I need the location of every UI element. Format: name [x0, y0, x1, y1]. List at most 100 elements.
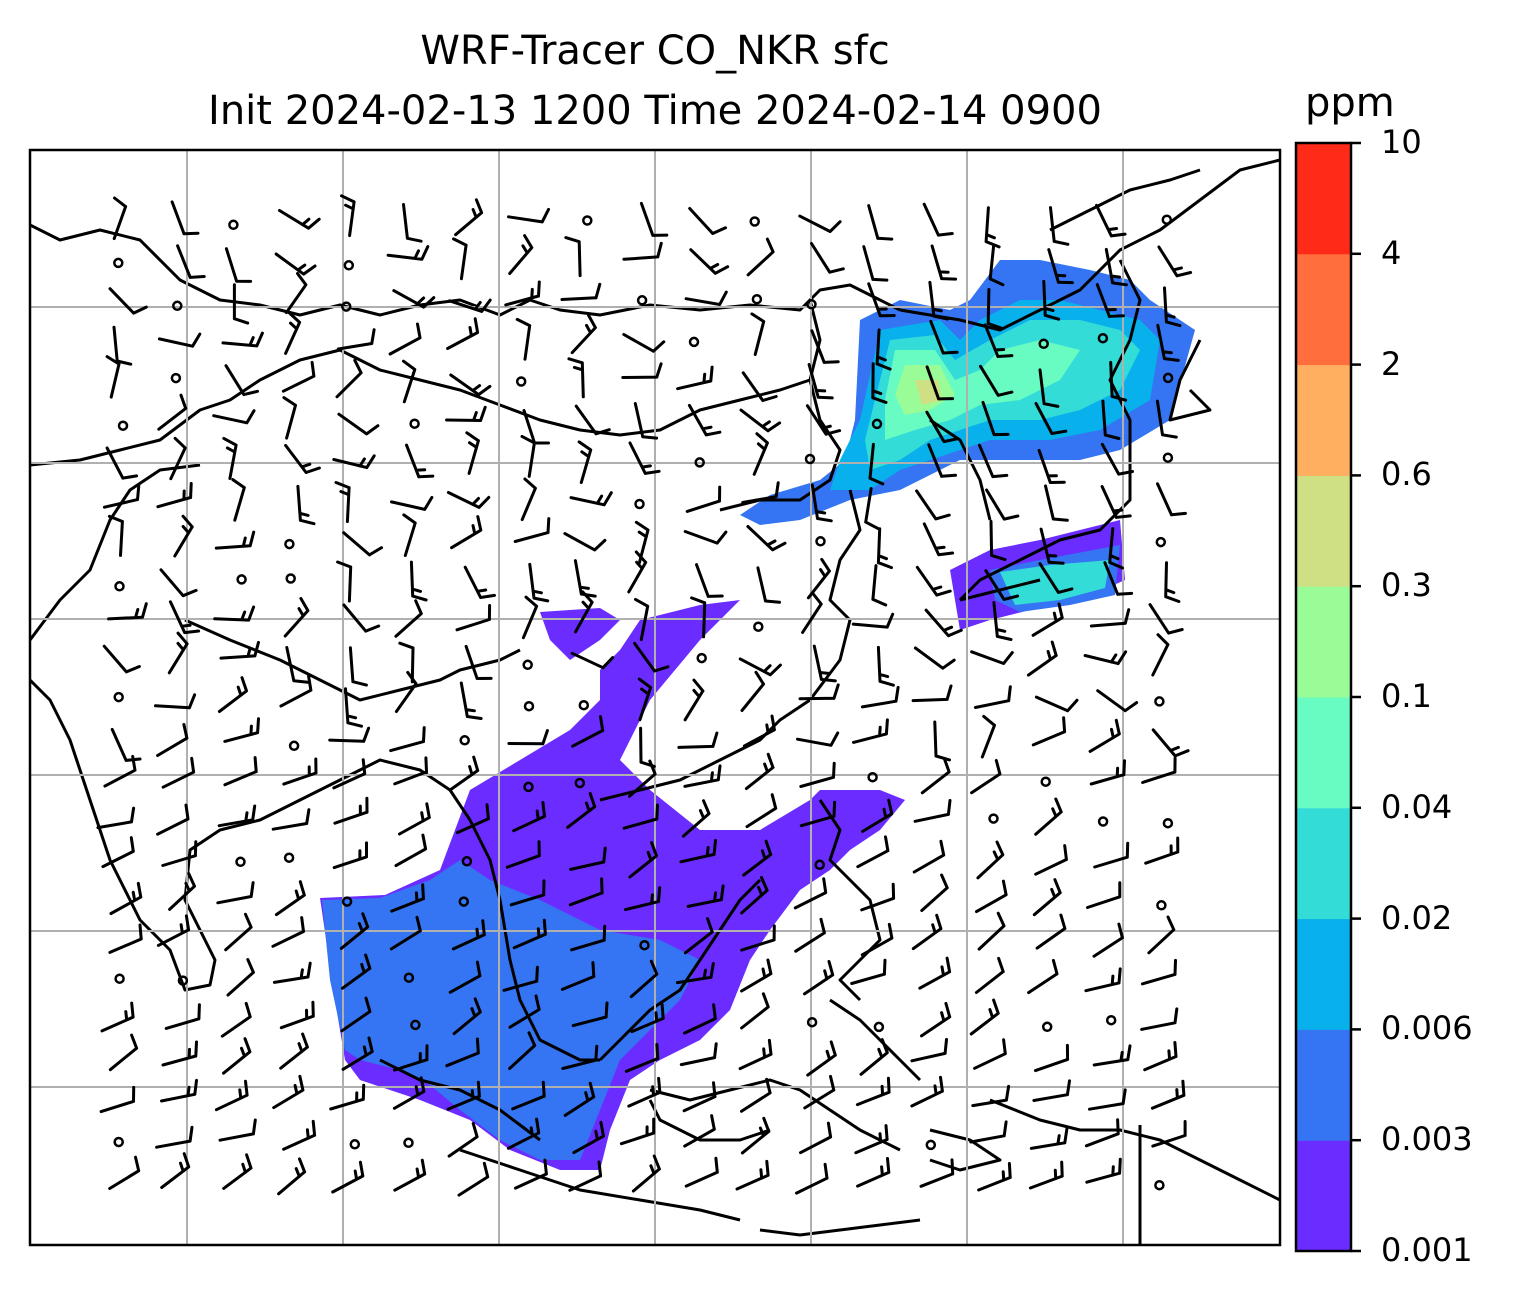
wind-barb	[511, 1080, 546, 1111]
wind-barb	[1103, 561, 1134, 596]
wind-barb	[861, 798, 894, 833]
wind-barb	[933, 720, 951, 762]
calm-wind-marker	[285, 573, 296, 584]
colorbar-tick-label: 0.02	[1381, 898, 1453, 937]
wind-barb	[910, 1075, 944, 1108]
wind-barb	[340, 996, 372, 1033]
wind-barb	[522, 409, 550, 445]
wind-barb	[855, 1076, 891, 1107]
colorbar-swatch	[1296, 1029, 1351, 1141]
wind-barb	[850, 958, 887, 985]
wind-barb	[977, 1162, 1012, 1192]
wind-barb	[393, 756, 428, 786]
wind-barb	[1047, 248, 1074, 285]
wind-barb	[402, 359, 417, 404]
colorbar-swatch	[1296, 1140, 1351, 1252]
wind-barb	[112, 196, 128, 241]
wind-barb	[1092, 922, 1124, 958]
colorbar-swatch	[1296, 807, 1351, 920]
wind-barb	[1151, 728, 1190, 758]
calm-wind-marker	[114, 973, 125, 984]
wind-barb	[1109, 360, 1128, 402]
wind-barb	[1144, 836, 1180, 865]
wind-barb	[156, 482, 193, 509]
wind-barb	[624, 886, 662, 912]
colorbar-tick-label: 0.003	[1381, 1120, 1473, 1159]
wind-barb	[980, 714, 996, 759]
wind-barb	[520, 477, 537, 522]
wind-barb	[231, 478, 246, 522]
wind-barb	[402, 513, 417, 557]
wind-barb	[1108, 527, 1124, 570]
calm-wind-marker	[634, 498, 645, 510]
calm-wind-marker	[1154, 696, 1165, 707]
wind-barb	[1089, 608, 1131, 628]
calm-wind-marker	[113, 691, 124, 703]
colorbar-tick-label: 2	[1381, 344, 1402, 383]
wind-barb	[871, 362, 888, 404]
calm-wind-marker	[578, 699, 590, 711]
wind-barb	[920, 757, 951, 795]
colorbar-tick-label: 0.3	[1381, 566, 1432, 605]
calm-wind-marker	[461, 856, 473, 867]
wind-barb	[446, 317, 480, 350]
colorbar-swatch	[1296, 475, 1351, 587]
colorbar-swatch	[1296, 697, 1351, 809]
calm-wind-marker	[284, 538, 295, 550]
colorbar-tick-label: 0.001	[1381, 1231, 1473, 1269]
wind-barb	[682, 1081, 717, 1113]
wind-barb	[102, 644, 141, 674]
wind-barb	[684, 290, 728, 306]
wind-barb	[157, 332, 202, 348]
wind-barb	[219, 640, 260, 660]
wind-barb	[801, 591, 823, 634]
wind-barb	[624, 1043, 660, 1073]
wind-barb	[284, 443, 321, 474]
wind-barb	[928, 280, 950, 321]
calm-wind-marker	[343, 260, 355, 271]
wind-barb	[569, 846, 607, 871]
wind-barb	[687, 403, 722, 437]
wind-barb	[628, 759, 657, 798]
wind-barb	[451, 919, 486, 951]
calm-wind-marker	[1155, 536, 1167, 548]
wind-barb	[683, 1003, 717, 1035]
wind-barb	[216, 881, 255, 905]
calm-wind-marker	[753, 621, 764, 632]
wind-barb	[398, 802, 431, 836]
wind-barb	[112, 325, 133, 366]
wind-barb	[1156, 482, 1187, 517]
wind-barb	[912, 839, 946, 874]
wind-barb	[1095, 203, 1127, 238]
wind-barb	[637, 677, 653, 722]
wind-barb	[1163, 286, 1182, 328]
wind-barb	[683, 678, 705, 722]
wind-barb	[799, 1121, 833, 1155]
wind-barb	[633, 641, 670, 673]
wind-barb	[339, 912, 370, 950]
wind-barb	[859, 1038, 889, 1076]
wind-barb	[340, 953, 372, 990]
wind-barb	[740, 670, 765, 712]
wind-barb	[864, 487, 880, 531]
colorbar-unit-label: ppm	[1305, 80, 1395, 126]
wind-barb	[735, 1159, 770, 1191]
calm-wind-marker	[1162, 372, 1174, 384]
wind-barb	[910, 1038, 948, 1063]
wind-barb	[1148, 603, 1184, 635]
wind-barb	[1151, 633, 1170, 677]
wind-barb	[927, 443, 957, 478]
wind-barb	[560, 961, 596, 991]
colorbar-swatch	[1296, 586, 1351, 698]
calm-wind-marker	[515, 376, 527, 387]
calm-wind-marker	[113, 257, 124, 269]
wind-barb	[860, 685, 900, 709]
wind-barb	[911, 684, 953, 703]
wind-barb	[621, 362, 663, 379]
wind-barb	[103, 754, 137, 788]
wind-barb	[1088, 718, 1121, 753]
wind-barb	[793, 877, 828, 910]
wind-barb	[1084, 967, 1122, 993]
wind-barb	[390, 883, 425, 913]
wind-barb	[570, 924, 607, 952]
